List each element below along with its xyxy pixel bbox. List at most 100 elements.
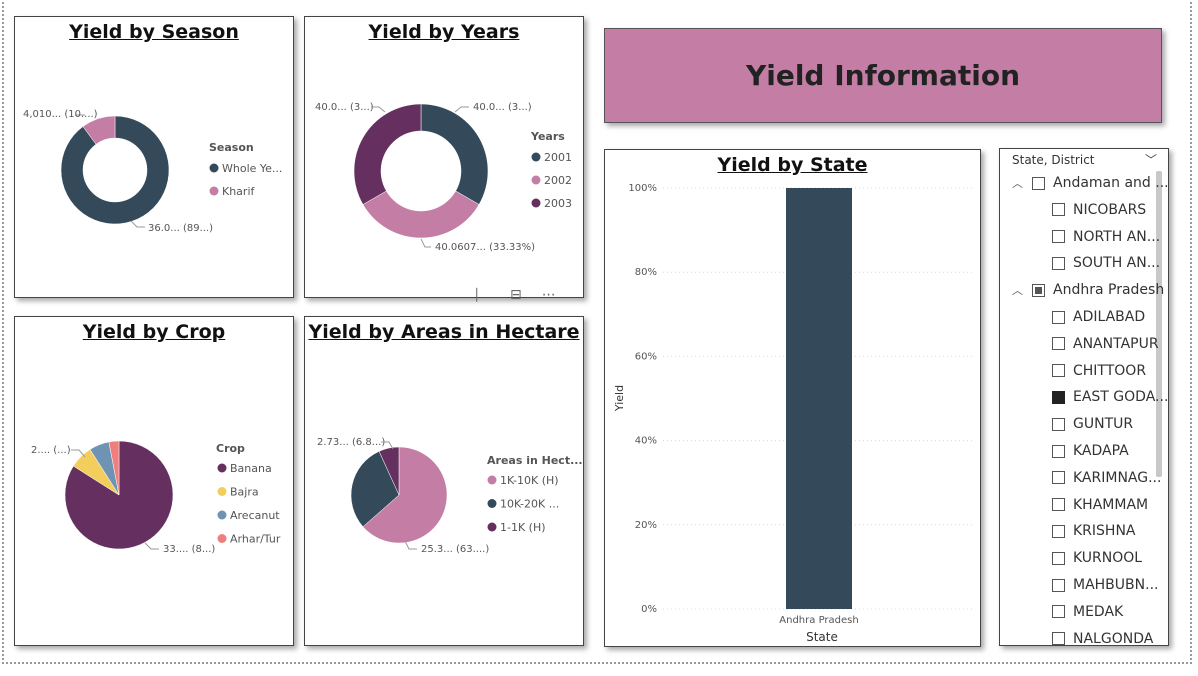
slicer-district-item[interactable]: EAST GODA... [1052,386,1168,408]
slicer-item-label: ADILABAD [1073,309,1146,325]
years-chart-card[interactable]: Yield by Years 40.0... (3...) 40.0... (3… [304,16,584,298]
legend-marker [531,175,541,185]
slice-1-1k-h-[interactable] [378,446,400,496]
checkbox[interactable] [1052,471,1065,485]
y-tick-label: 0% [641,604,657,615]
legend-item[interactable]: Bajra [230,486,259,499]
bar-andhra-pradesh[interactable] [786,188,852,609]
legend-item[interactable]: 2001 [544,151,572,164]
legend-item[interactable]: Whole Ye... [222,162,282,175]
slicer-item-label: GUNTUR [1073,416,1134,433]
legend-marker [217,510,227,520]
chevron-down-icon[interactable]: ﹀ [1145,153,1158,167]
crop-chart-card[interactable]: Yield by Crop 2.... (...) 33.... (8...) … [14,316,294,646]
y-tick-label: 80% [635,267,657,278]
slicer-item-label: SOUTH AN... [1073,255,1161,272]
state-district-slicer[interactable]: State, District ﹀ ︿ Andaman and ... NICOBA… [999,148,1169,646]
slicer-district-item[interactable]: ANANTAPUR [1052,333,1159,355]
slicer-district-item[interactable]: KRISHNA [1052,520,1136,542]
checkbox[interactable] [1052,256,1065,270]
y-tick-label: 60% [635,351,657,362]
checkbox[interactable] [1032,176,1045,190]
slicer-district-item[interactable]: MAHBUBN... [1052,574,1158,596]
slice-10k-20k-h-[interactable] [350,450,400,528]
slicer-state-item[interactable]: ︿ Andaman and ... [1012,172,1168,194]
legend-item[interactable]: Arecanut [230,509,280,522]
checkbox[interactable] [1052,578,1065,592]
slice-2003[interactable] [353,103,422,205]
slicer-district-item[interactable]: NALGONDA [1052,628,1154,646]
checkbox[interactable] [1052,417,1065,431]
crop-legend-title: Crop [216,442,245,455]
checkbox[interactable] [1052,605,1065,619]
legend-item[interactable]: Banana [230,462,272,475]
slicer-district-item[interactable]: GUNTUR [1052,413,1133,435]
slice-arhar-tur[interactable] [108,440,120,496]
checkbox[interactable] [1052,390,1065,404]
visual-header-icons: ⎸⊟⋯ [476,287,576,303]
slicer-district-item[interactable]: CHITTOOR [1052,360,1146,382]
checkbox[interactable] [1052,203,1065,217]
legend-item[interactable]: 2002 [544,174,572,187]
checkbox[interactable] [1052,444,1065,458]
slicer-item-label: KRISHNA [1073,523,1136,540]
season-legend-title: Season [209,141,254,154]
slicer-item-label: NORTH AN... [1073,228,1161,245]
years-label-left: 40.0... (3...) [315,102,374,113]
slice-banana[interactable] [64,440,174,550]
slicer-item-label: NALGONDA [1073,630,1154,646]
checkbox[interactable] [1052,498,1065,512]
checkbox[interactable] [1032,283,1045,297]
slicer-district-item[interactable]: ADILABAD [1052,306,1145,328]
legend-item[interactable]: 1-1K (H) [500,521,546,534]
checkbox[interactable] [1052,230,1065,244]
y-tick-label: 40% [635,436,657,447]
legend-item[interactable]: 10K-20K ... [500,498,559,511]
slice-1k-10k-h-[interactable] [362,446,448,544]
legend-marker [531,152,541,162]
season-chart-card[interactable]: Yield by Season 4,010... (10....) 36.0..… [14,16,294,298]
legend-item[interactable]: Arhar/Tur [230,533,281,546]
areas-legend-title: Areas in Hect... [487,454,583,467]
slice-kharif[interactable] [82,115,116,145]
checkbox[interactable] [1052,632,1065,645]
slicer-district-item[interactable]: KADAPA [1052,440,1129,462]
state-chart-title: Yield by State [717,154,868,176]
slicer-district-item[interactable]: KARIMNAG... [1052,467,1161,489]
legend-marker [487,499,497,508]
slice-2001[interactable] [420,103,489,205]
slicer-district-item[interactable]: KHAMMAM [1052,494,1148,516]
legend-item[interactable]: 2003 [544,197,572,210]
slice-2002[interactable] [362,190,480,239]
chevron-up-icon[interactable]: ︿ [1012,284,1023,298]
legend-item[interactable]: 1K-10K (H) [500,474,559,487]
areas-label-large: 25.3... (63....) [421,544,489,555]
slicer-state-item[interactable]: ︿ Andhra Pradesh [1012,279,1164,301]
checkbox[interactable] [1052,551,1065,565]
slicer-item-label: MAHBUBN... [1073,577,1159,593]
checkbox[interactable] [1052,524,1065,538]
slicer-scrollbar[interactable] [1156,171,1162,477]
slicer-district-item[interactable]: SOUTH AN... [1052,252,1160,274]
slicer-item-label: KARIMNAG... [1073,469,1162,486]
slicer-district-item[interactable]: KURNOOL [1052,547,1142,569]
slicer-district-item[interactable]: MEDAK [1052,601,1123,623]
chevron-up-icon[interactable]: ︿ [1012,177,1023,190]
slicer-district-item[interactable]: NICOBARS [1052,199,1146,221]
legend-marker [217,487,227,496]
checkbox[interactable] [1052,310,1065,324]
areas-chart-card[interactable]: Yield by Areas in Hectare 2.73... (6.8..… [304,316,584,646]
checkbox[interactable] [1052,364,1065,378]
slicer-district-item[interactable]: NORTH AN... [1052,226,1160,248]
checkbox[interactable] [1052,337,1065,351]
x-tick-label: Andhra Pradesh [779,615,858,626]
crop-chart-title: Yield by Crop [82,321,226,343]
state-chart-card[interactable]: Yield by State 100% 80% 60% 40% 20% 0% Andhra… [604,149,981,647]
season-chart-title: Yield by Season [69,21,239,43]
season-label-small: 4,010... (10....) [23,109,98,120]
legend-item[interactable]: Kharif [222,185,256,198]
slicer-item-label: CHITTOOR [1073,362,1147,379]
season-donut-svg: 4,010... (10....) 36.0... (89...) Season… [23,109,282,234]
slice-whole-year[interactable] [60,115,170,225]
areas-chart-title: Yield by Areas in Hectare [308,321,580,343]
